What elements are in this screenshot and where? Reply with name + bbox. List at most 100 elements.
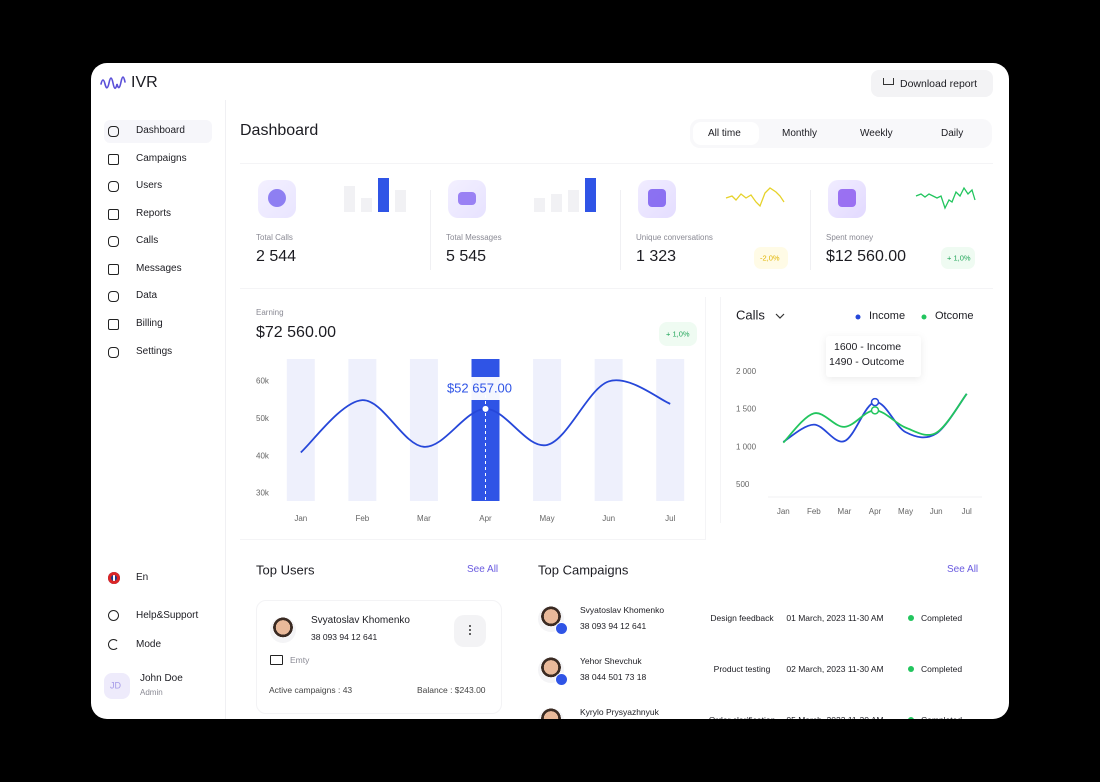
earning-badge-text: + 1,0% xyxy=(666,329,690,339)
campaign-name: Design feedback xyxy=(710,612,774,623)
nav-icon xyxy=(108,236,119,247)
legend-label: Otcome xyxy=(935,310,974,322)
top-users-title: Top Users xyxy=(256,562,315,578)
logo-icon xyxy=(100,76,126,90)
x-tick-label: Jan xyxy=(777,507,790,516)
x-tick-label: Jun xyxy=(930,507,943,516)
column xyxy=(348,359,377,501)
help-link[interactable]: Help&Support xyxy=(136,610,199,621)
y-tick-label: 50k xyxy=(256,414,270,423)
mode-icon xyxy=(108,639,119,650)
download-button[interactable] xyxy=(871,70,993,97)
stat-badge xyxy=(754,247,788,269)
x-tick-label: Jul xyxy=(665,514,675,523)
nav-icon xyxy=(108,319,119,330)
tooltip xyxy=(445,377,526,400)
stat-label: Spent money xyxy=(826,233,874,242)
stat-label: Unique conversations xyxy=(636,233,713,242)
stat-value: 1 323 xyxy=(636,248,677,265)
y-tick-label: 500 xyxy=(736,480,750,489)
y-tick-label: 40k xyxy=(256,451,270,460)
campaign-name: Order clarification xyxy=(709,716,776,719)
earning-panel xyxy=(240,297,706,540)
calls-panel xyxy=(720,297,993,523)
nav-icon xyxy=(108,347,119,358)
y-tick-label: 1 500 xyxy=(736,405,757,414)
earning-label: Earning xyxy=(256,308,284,317)
x-tick-label: Apr xyxy=(479,514,492,523)
mail-icon xyxy=(270,655,283,665)
stat-badge-text: + 1,0% xyxy=(947,253,971,263)
status-dot xyxy=(908,666,914,672)
app-content: 30k 40k 50k 60k Jan Feb Mar Apr May Jun Jul $52 657… xyxy=(91,63,1009,719)
campaign-user-name: Yehor Shevchuk xyxy=(580,655,642,666)
more-button[interactable] xyxy=(454,615,486,647)
nav-item[interactable]: Data xyxy=(136,290,158,301)
campaign-status: Completed xyxy=(921,612,963,623)
nav-item[interactable]: Messages xyxy=(136,263,182,274)
tooltip xyxy=(826,336,921,377)
sparkline-conversations xyxy=(725,187,785,208)
nav-item[interactable]: Dashboard xyxy=(136,125,185,136)
download-icon xyxy=(883,78,894,85)
user-card-balance: Balance : $243.00 xyxy=(417,684,486,695)
stat-icon xyxy=(648,189,666,207)
campaign-user-phone: 38 093 94 12 641 xyxy=(580,620,647,631)
campaign-name: Product testing xyxy=(713,663,771,674)
campaign-user-phone: 38 044 501 73 18 xyxy=(580,671,647,682)
stat-icon xyxy=(458,192,476,205)
nav-item[interactable]: Reports xyxy=(136,208,172,219)
nav-icon xyxy=(108,181,119,192)
stat-badge-text: -2,0% xyxy=(760,253,780,263)
user-card-phone: 38 093 94 12 641 xyxy=(311,631,378,642)
top-campaigns-title: Top Campaigns xyxy=(538,562,629,578)
filter-option[interactable]: Weekly xyxy=(860,128,893,139)
column xyxy=(594,359,623,501)
top-users-see-all[interactable]: See All xyxy=(467,564,499,575)
legend-marker xyxy=(855,314,861,320)
language[interactable]: En xyxy=(136,572,149,583)
nav-item[interactable]: Calls xyxy=(136,235,159,246)
nav-item[interactable]: Users xyxy=(136,180,163,191)
legend-marker xyxy=(921,314,927,320)
stat-icon xyxy=(838,189,856,207)
nav-item[interactable]: Settings xyxy=(136,346,173,357)
stat-label: Total Messages xyxy=(446,233,502,242)
avatar xyxy=(538,708,564,719)
earning-value: $72 560.00 xyxy=(256,324,337,341)
stat-cards-frame xyxy=(240,163,993,289)
nav-icon xyxy=(108,209,119,220)
mode-toggle[interactable]: Mode xyxy=(136,639,162,650)
y-tick-label: 30k xyxy=(256,489,270,498)
filter-option[interactable]: Daily xyxy=(941,128,964,139)
campaign-status: Completed xyxy=(921,716,962,719)
download-label: Download report xyxy=(900,77,978,90)
stat-divider xyxy=(430,190,431,270)
chart-title: Calls xyxy=(736,307,765,322)
user-card-name: Svyatoslav Khomenko xyxy=(311,615,410,626)
top-campaigns-see-all[interactable]: See All xyxy=(947,564,979,575)
y-tick-label: 1 000 xyxy=(736,442,757,451)
x-tick-label: Feb xyxy=(807,507,821,516)
nav-icon xyxy=(108,291,119,302)
stat-icon xyxy=(268,189,286,207)
stat-value: $12 560.00 xyxy=(826,248,907,265)
sparkline-money xyxy=(915,186,976,210)
nav-item[interactable]: Campaigns xyxy=(136,153,187,164)
avatar xyxy=(270,617,296,643)
campaign-user-name: Kyrylo Prysyazhnyuk xyxy=(580,706,659,717)
highlight-point xyxy=(482,405,489,412)
help-icon xyxy=(108,610,119,621)
nav-item[interactable]: Billing xyxy=(136,318,163,329)
filter-option[interactable]: Monthly xyxy=(782,128,818,139)
tooltip-line: 1490 - Outcome xyxy=(829,356,904,368)
sparkline-messages xyxy=(534,178,596,212)
app-window: 30k 40k 50k 60k Jan Feb Mar Apr May Jun Jul $52 657… xyxy=(91,63,1009,719)
filter-active xyxy=(693,122,759,145)
x-tick-label: Jun xyxy=(602,514,615,523)
flag-icon xyxy=(108,572,120,584)
filter-option[interactable]: All time xyxy=(708,128,741,139)
x-tick-label: Mar xyxy=(838,507,852,516)
tooltip-line: 1600 - Income xyxy=(834,341,901,353)
